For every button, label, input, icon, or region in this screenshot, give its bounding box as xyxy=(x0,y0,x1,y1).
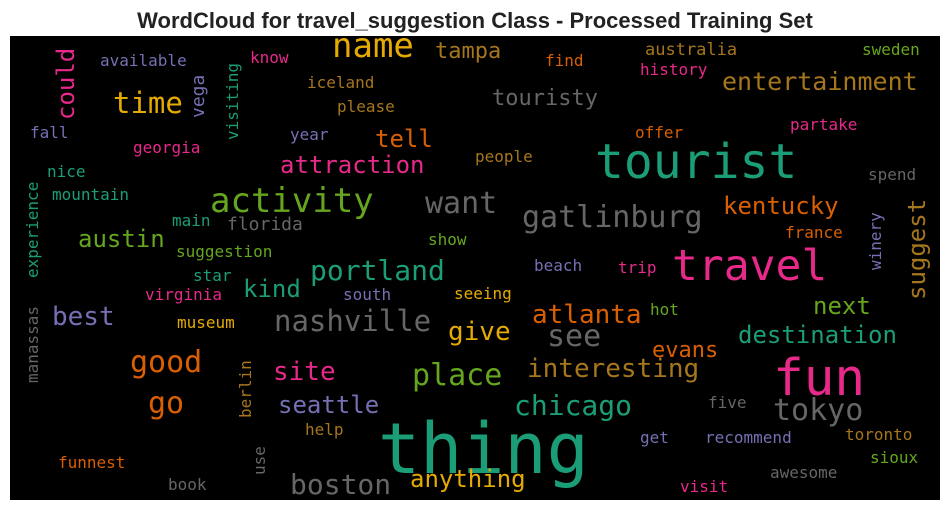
cloud-word: offer xyxy=(635,123,684,142)
cloud-word: beach xyxy=(534,256,582,275)
cloud-word: site xyxy=(273,357,336,387)
cloud-word: spend xyxy=(868,165,916,184)
cloud-word: kind xyxy=(243,275,301,303)
cloud-word: destination xyxy=(738,321,897,349)
cloud-word: trip xyxy=(618,258,657,277)
cloud-word: time xyxy=(113,86,183,120)
cloud-word: thing xyxy=(378,408,589,490)
cloud-word: berlin xyxy=(236,360,255,418)
cloud-word: year xyxy=(290,125,329,144)
cloud-word: want xyxy=(425,186,497,221)
cloud-word: star xyxy=(193,266,232,285)
cloud-word: suggestion xyxy=(176,242,272,261)
cloud-word: history xyxy=(640,60,708,79)
cloud-word: hot xyxy=(650,300,679,319)
cloud-word: available xyxy=(100,51,187,70)
cloud-word: touristy xyxy=(492,86,598,111)
cloud-word: nice xyxy=(47,162,86,181)
cloud-word: entertainment xyxy=(722,67,918,96)
cloud-word: sioux xyxy=(870,448,919,467)
cloud-word: see xyxy=(547,319,601,354)
cloud-word: travel xyxy=(672,241,827,291)
cloud-word: good xyxy=(130,345,202,380)
cloud-word: experience xyxy=(23,182,42,278)
cloud-word: georgia xyxy=(133,138,200,157)
cloud-word: name xyxy=(332,26,414,66)
cloud-word: portland xyxy=(310,254,445,287)
cloud-word: mountain xyxy=(52,185,129,204)
cloud-word: manassas xyxy=(23,306,42,383)
cloud-word: vega xyxy=(188,75,209,118)
cloud-word: go xyxy=(148,386,184,421)
cloud-word: austin xyxy=(78,225,165,253)
cloud-word: seeing xyxy=(454,284,512,303)
cloud-word: show xyxy=(428,230,467,249)
cloud-word: book xyxy=(168,475,207,494)
cloud-word: give xyxy=(448,317,511,347)
cloud-word: interesting xyxy=(527,354,699,384)
cloud-word: tokyo xyxy=(773,393,863,428)
cloud-word: activity xyxy=(210,181,374,221)
cloud-word: gatlinburg xyxy=(522,200,703,235)
cloud-word: australia xyxy=(645,40,737,60)
cloud-word: place xyxy=(412,358,502,393)
cloud-word: best xyxy=(52,302,115,332)
cloud-word: could xyxy=(52,48,80,120)
cloud-word: atlanta xyxy=(532,300,642,330)
cloud-word: florida xyxy=(227,214,303,235)
cloud-word: find xyxy=(545,51,584,70)
cloud-word: boston xyxy=(290,468,391,501)
cloud-word: tourist xyxy=(595,134,797,190)
cloud-word: virginia xyxy=(145,285,222,304)
cloud-word: suggest xyxy=(903,199,931,300)
cloud-word: kentucky xyxy=(723,192,839,220)
cloud-word: fall xyxy=(30,123,69,142)
cloud-word: tell xyxy=(375,125,433,153)
cloud-word: main xyxy=(172,211,211,230)
cloud-word: get xyxy=(640,428,669,447)
cloud-word: evans xyxy=(652,338,718,363)
cloud-word: recommend xyxy=(705,428,792,447)
cloud-word: sweden xyxy=(862,40,920,59)
cloud-word: please xyxy=(337,97,395,116)
cloud-word: know xyxy=(250,48,289,67)
cloud-word: attraction xyxy=(280,151,425,179)
cloud-word: fun xyxy=(773,349,865,408)
cloud-word: awesome xyxy=(770,463,837,482)
cloud-word: winery xyxy=(866,212,885,270)
cloud-word: iceland xyxy=(307,73,374,92)
cloud-word: funnest xyxy=(58,453,125,472)
cloud-word: tampa xyxy=(435,39,501,64)
cloud-word: visit xyxy=(680,477,728,496)
cloud-word: visiting xyxy=(223,63,242,140)
cloud-word: france xyxy=(785,223,843,242)
cloud-word: next xyxy=(813,292,871,320)
cloud-word: five xyxy=(708,393,747,412)
cloud-word: partake xyxy=(790,115,857,134)
cloud-word: anything xyxy=(410,465,526,493)
cloud-word: chicago xyxy=(514,389,632,422)
cloud-word: seattle xyxy=(278,391,379,419)
cloud-word: south xyxy=(343,285,391,304)
chart-title: WordCloud for travel_suggestion Class - … xyxy=(137,8,813,33)
cloud-word: nashville xyxy=(274,304,431,338)
cloud-word: use xyxy=(250,446,269,475)
cloud-word: toronto xyxy=(845,425,912,444)
cloud-word: museum xyxy=(177,313,235,332)
cloud-word: people xyxy=(475,147,533,166)
cloud-panel xyxy=(10,36,940,500)
cloud-word: help xyxy=(305,420,344,439)
